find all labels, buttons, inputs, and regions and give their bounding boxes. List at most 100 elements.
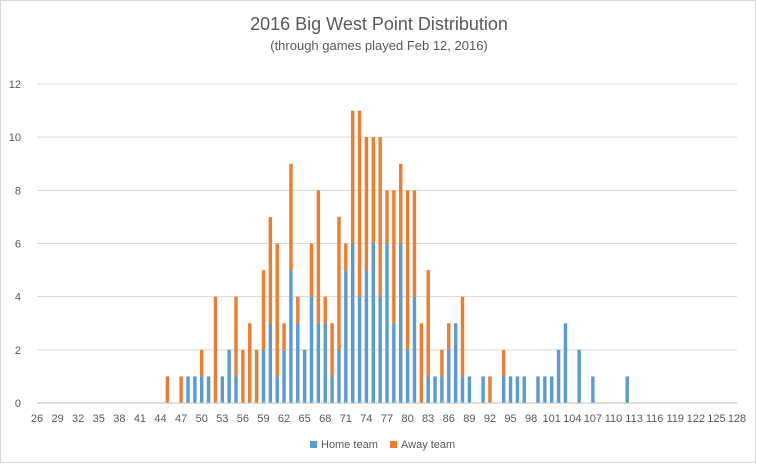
legend: Home team Away team <box>310 439 455 451</box>
bar-away-team <box>344 243 348 271</box>
bar-home-team <box>508 376 513 403</box>
bar-home-team <box>282 349 286 403</box>
bar-away-team <box>350 110 355 244</box>
bar-away-team <box>440 349 444 377</box>
bar-home-team <box>206 376 211 403</box>
bar-home-team <box>296 323 300 403</box>
bar-home-team <box>227 349 231 403</box>
bar-home-team <box>440 376 444 403</box>
bar-home-team <box>364 270 369 403</box>
x-tick-label: 86 <box>443 413 455 425</box>
bar-home-team <box>563 323 568 403</box>
x-tick-label: 110 <box>605 413 623 425</box>
x-tick-label: 77 <box>381 413 393 425</box>
y-tick-label: 0 <box>15 398 21 410</box>
bar-away-team <box>419 323 424 403</box>
x-tick-label: 68 <box>319 413 331 425</box>
y-tick-label: 2 <box>15 345 21 357</box>
bar-away-team <box>460 296 465 377</box>
x-tick-label: 107 <box>584 413 602 425</box>
bar-home-team <box>289 270 293 403</box>
bar-home-team <box>522 376 526 403</box>
bar-away-team <box>447 323 451 350</box>
bar-home-team <box>193 376 197 403</box>
bar-home-team <box>481 376 485 403</box>
legend-label-away: Away team <box>401 439 455 451</box>
y-tick-label: 4 <box>15 292 21 304</box>
x-tick-label: 65 <box>299 413 311 425</box>
bar-home-team <box>426 376 430 403</box>
bar-home-team <box>371 243 375 403</box>
bar-home-team <box>501 376 506 403</box>
x-tick-label: 29 <box>51 413 63 425</box>
x-tick-label: 38 <box>113 413 125 425</box>
x-tick-label: 32 <box>72 413 84 425</box>
bar-away-team <box>234 296 238 377</box>
y-tick-label: 6 <box>15 239 21 251</box>
bar-home-team <box>591 376 595 403</box>
bar-away-team <box>364 137 369 271</box>
bar-away-team <box>405 190 410 350</box>
bar-home-team <box>515 376 520 403</box>
bar-home-team <box>302 349 307 403</box>
bar-away-team <box>254 349 259 403</box>
y-tick-label: 10 <box>9 132 21 144</box>
bar-away-team <box>275 243 279 377</box>
bar-away-team <box>378 137 382 297</box>
bar-home-team <box>447 349 451 403</box>
bar-home-team <box>577 349 581 403</box>
x-tick-label: 56 <box>237 413 249 425</box>
bar-home-team <box>433 376 437 403</box>
y-tick-label: 8 <box>15 185 21 197</box>
legend-swatch-home <box>310 441 317 448</box>
bar-home-team <box>378 296 382 403</box>
x-tick-label: 53 <box>216 413 228 425</box>
x-tick-label: 59 <box>257 413 269 425</box>
bar-away-team <box>199 349 204 377</box>
bar-home-team <box>625 376 629 403</box>
x-tick-label: 35 <box>93 413 105 425</box>
bar-home-team <box>460 376 465 403</box>
x-tick-label: 125 <box>707 413 725 425</box>
legend-label-home: Home team <box>321 439 378 451</box>
bar-home-team <box>412 296 417 403</box>
bar-home-team <box>453 323 458 403</box>
x-tick-label: 128 <box>728 413 746 425</box>
bar-home-team <box>399 243 403 403</box>
bar-away-team <box>316 190 321 324</box>
x-tick-label: 89 <box>463 413 475 425</box>
bar-away-team <box>282 323 286 350</box>
x-tick-label: 71 <box>340 413 352 425</box>
bar-home-team <box>199 376 204 403</box>
x-tick-label: 122 <box>687 413 705 425</box>
bar-home-team <box>405 349 410 403</box>
bar-away-team <box>179 376 183 403</box>
bar-away-team <box>165 376 170 403</box>
bar-home-team <box>536 376 540 403</box>
bar-away-team <box>337 216 341 350</box>
x-tick-label: 101 <box>543 413 561 425</box>
chart-subtitle: (through games played Feb 12, 2016) <box>270 38 488 53</box>
x-tick-label: 62 <box>278 413 290 425</box>
bar-home-team <box>234 376 238 403</box>
bar-away-team <box>289 163 293 271</box>
bar-away-team <box>399 163 403 244</box>
bar-away-team <box>330 323 334 377</box>
bar-home-team <box>385 243 389 403</box>
x-tick-label: 26 <box>31 413 43 425</box>
bar-away-team <box>392 190 396 324</box>
bar-away-team <box>426 270 430 377</box>
bar-home-team <box>543 376 547 403</box>
bar-home-team <box>275 376 279 403</box>
bar-away-team <box>501 349 506 377</box>
x-tick-label: 47 <box>175 413 187 425</box>
bar-away-team <box>323 296 327 324</box>
y-tick-label: 12 <box>9 79 21 91</box>
bar-away-team <box>412 190 417 297</box>
chart-title: 2016 Big West Point Distribution <box>250 14 508 34</box>
x-tick-label: 41 <box>134 413 146 425</box>
bar-home-team <box>392 323 396 403</box>
bar-home-team <box>330 376 334 403</box>
x-tick-label: 95 <box>504 413 516 425</box>
